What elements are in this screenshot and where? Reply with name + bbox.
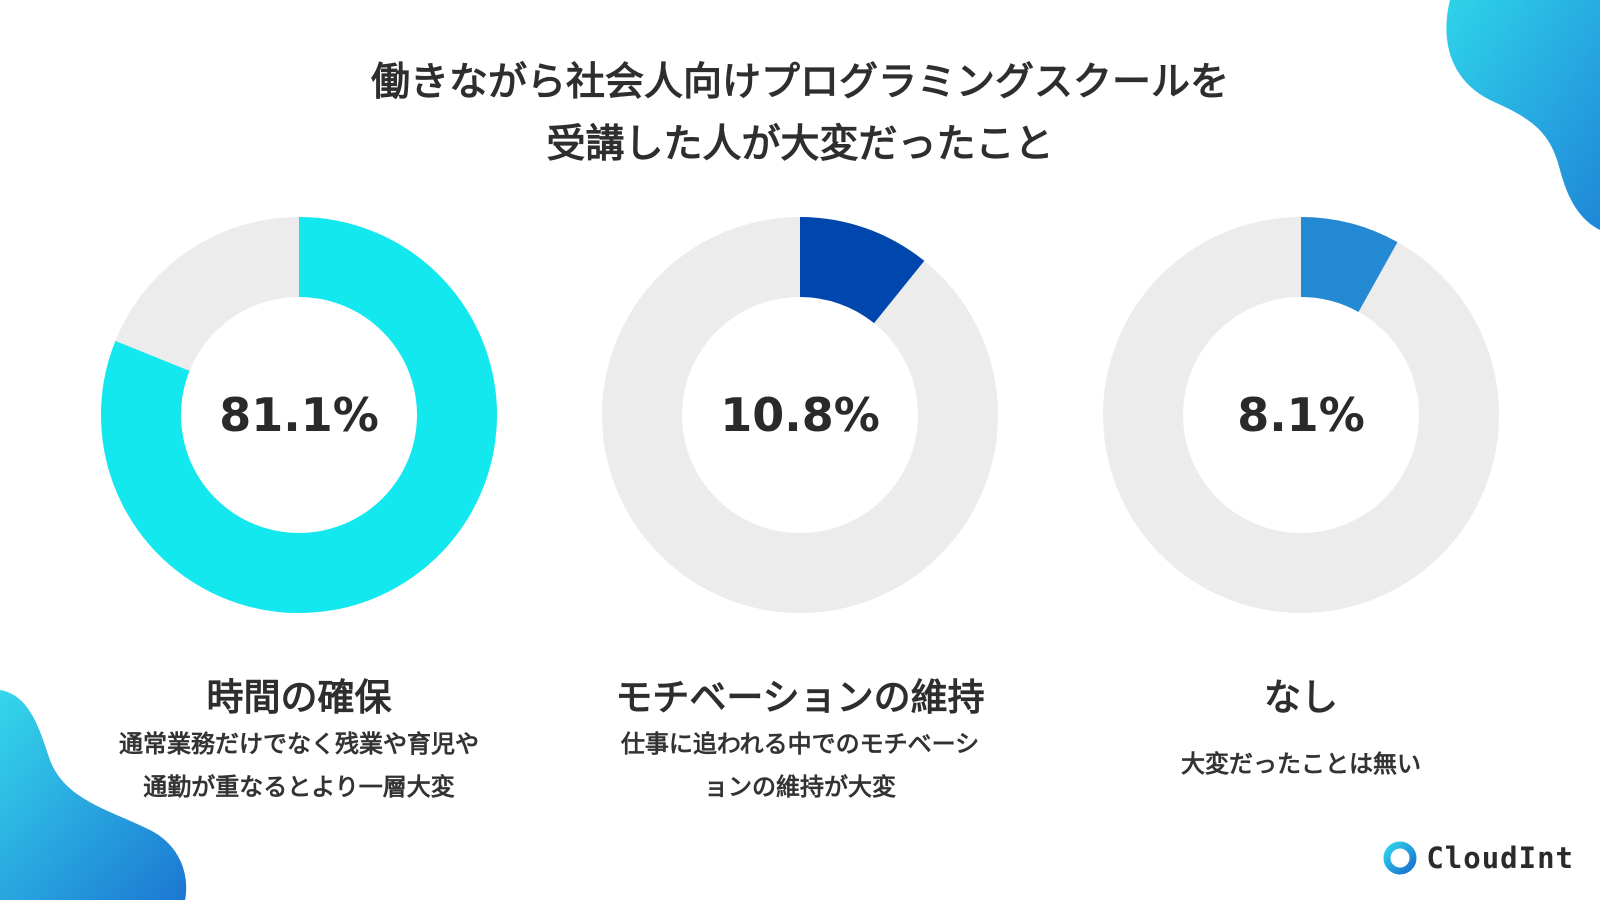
donut-value-arc-2 xyxy=(798,217,925,324)
donut-percentage-3: 8.1% xyxy=(1237,388,1365,442)
donut-svg-2: 10.8% xyxy=(602,217,998,613)
donut-percentage-2: 10.8% xyxy=(720,388,880,442)
donut-svg-3: 8.1% xyxy=(1103,217,1499,613)
chart-title-line-1: 働きながら社会人向けプログラミングスクールを xyxy=(370,60,1229,105)
chart-title-line-2: 受講した人が大変だったこと xyxy=(546,122,1054,167)
donut-value-arc-1 xyxy=(101,217,497,613)
donut-percentage-1: 81.1% xyxy=(219,388,379,442)
donut-chart-1: 81.1% 時間の確保 通常業務だけでなく残業や育児や 通勤が重なるとより一層大… xyxy=(89,215,509,801)
brand-logo-text: CloudInt xyxy=(1426,841,1574,875)
category-label-3: なし xyxy=(1264,676,1338,719)
description-line: 仕事に追われる中でのモチベーシ xyxy=(620,730,980,758)
brand-logo: CloudInt xyxy=(1382,838,1574,878)
corner-blob-bottom-left xyxy=(0,690,187,900)
category-description-3: 大変だったことは無い xyxy=(1091,743,1511,786)
description-line: ョンの維持が大変 xyxy=(704,773,896,801)
donut-value-arc-3 xyxy=(1299,217,1398,313)
category-label-2: モチベーションの維持 xyxy=(615,676,985,719)
category-description-1: 通常業務だけでなく残業や育児や 通勤が重なるとより一層大変 xyxy=(89,723,509,809)
category-label-1: 時間の確保 xyxy=(206,676,392,719)
cloudint-ring-icon xyxy=(1383,841,1417,875)
description-line: 通勤が重なるとより一層大変 xyxy=(143,773,455,801)
donut-chart-2: 10.8% モチベーションの維持 仕事に追われる中でのモチベーシ ョンの維持が大… xyxy=(590,215,1010,801)
description-line: 大変だったことは無い xyxy=(1181,750,1421,778)
description-line: 通常業務だけでなく残業や育児や xyxy=(119,730,479,758)
corner-blob-top-right xyxy=(1446,0,1600,230)
chart-title: 働きながら社会人向けプログラミングスクールを 受講した人が大変だったこと xyxy=(0,52,1600,176)
donut-svg-1: 81.1% xyxy=(101,217,497,613)
donut-chart-3: 8.1% なし 大変だったことは無い xyxy=(1091,215,1511,778)
category-description-2: 仕事に追われる中でのモチベーシ ョンの維持が大変 xyxy=(590,723,1010,809)
